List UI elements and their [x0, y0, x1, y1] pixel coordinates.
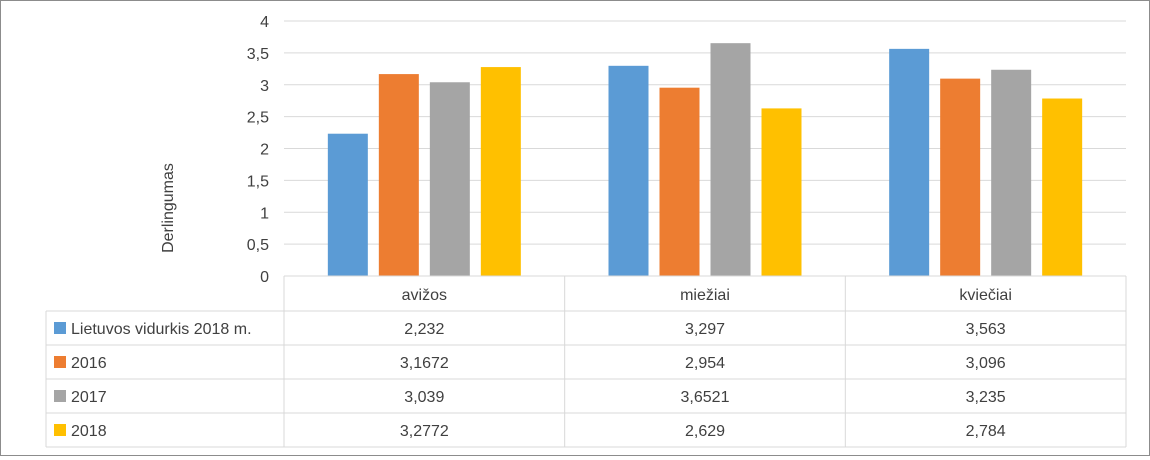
bar — [659, 87, 700, 277]
data-label: 3,039 — [404, 389, 444, 406]
bar — [378, 74, 419, 276]
data-label: 3,1672 — [400, 355, 449, 372]
data-label: 2,629 — [685, 423, 725, 440]
legend-entry: 2016 — [71, 355, 107, 372]
legend-swatch — [54, 390, 66, 402]
legend-entry: Lietuvos vidurkis 2018 m. — [71, 321, 252, 338]
bar — [480, 67, 521, 277]
y-axis-label: Derlingumas — [160, 163, 177, 253]
y-tick-label: 2,5 — [247, 110, 269, 127]
bar — [761, 108, 802, 277]
x-category-label: kviečiai — [959, 287, 1011, 304]
bar — [991, 69, 1032, 276]
legend-swatch — [54, 356, 66, 368]
data-label: 3,2772 — [400, 423, 449, 440]
y-tick-label: 0,5 — [247, 237, 269, 254]
data-label: 2,954 — [685, 355, 725, 372]
data-table: avižos miežiai kviečiai Lietuvos vidurkis 2… — [45, 275, 1127, 448]
gridlines — [284, 20, 1126, 245]
legend-entry: 2018 — [71, 423, 107, 440]
legend-swatch — [54, 322, 66, 334]
data-label: 2,784 — [966, 423, 1006, 440]
data-label: 3,297 — [685, 321, 725, 338]
legend-entry: 2017 — [71, 389, 107, 406]
bar — [327, 133, 368, 276]
bar — [710, 43, 751, 277]
bar — [608, 65, 649, 276]
y-tick-label: 1 — [260, 205, 269, 222]
bar — [940, 78, 981, 276]
data-label: 2,232 — [404, 321, 444, 338]
bars — [327, 43, 1083, 277]
y-tick-label: 2 — [260, 142, 269, 159]
legend-swatch — [54, 424, 66, 436]
bar — [1042, 98, 1083, 277]
data-label: 3,6521 — [681, 389, 730, 406]
bar — [889, 48, 930, 276]
y-tick-label: 4 — [260, 14, 269, 31]
bar — [429, 82, 470, 276]
y-tick-label: 1,5 — [247, 173, 269, 190]
y-tick-label: 0 — [260, 269, 269, 286]
y-tick-label: 3,5 — [247, 46, 269, 63]
y-tick-labels: 0 0,5 1 1,5 2 2,5 3 3,5 4 — [247, 14, 269, 286]
x-category-label: avižos — [402, 287, 447, 304]
data-label: 3,563 — [966, 321, 1006, 338]
y-tick-label: 3 — [260, 78, 269, 95]
data-label: 3,096 — [966, 355, 1006, 372]
x-category-label: miežiai — [680, 287, 730, 304]
data-label: 3,235 — [966, 389, 1006, 406]
